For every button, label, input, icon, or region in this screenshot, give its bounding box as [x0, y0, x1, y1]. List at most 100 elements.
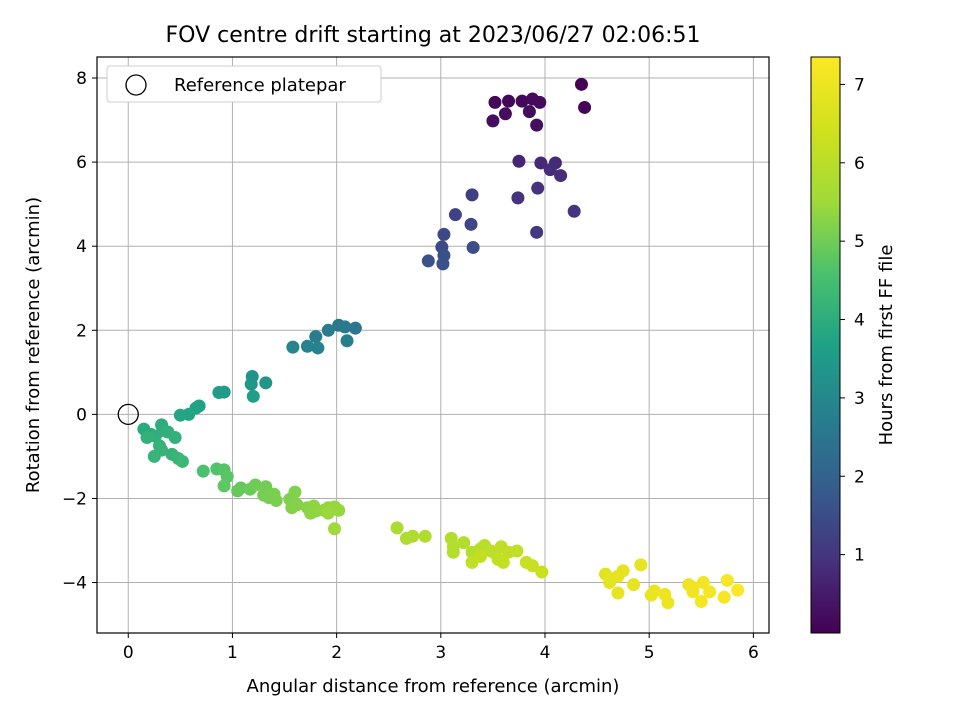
- y-tick-label: 6: [76, 153, 87, 173]
- data-point: [168, 430, 182, 444]
- data-point: [543, 163, 557, 177]
- data-point: [511, 191, 525, 205]
- data-point: [328, 522, 342, 536]
- x-tick-label: 4: [540, 643, 551, 663]
- data-point: [567, 204, 581, 218]
- data-point: [661, 596, 675, 610]
- data-point: [535, 565, 549, 579]
- data-point: [140, 430, 154, 444]
- legend: Reference platepar: [106, 65, 382, 103]
- x-tick-label: 2: [331, 643, 342, 663]
- data-point: [694, 594, 708, 608]
- data-point: [515, 94, 529, 108]
- y-tick-label: 2: [76, 321, 87, 341]
- data-point: [574, 77, 588, 91]
- data-point: [522, 105, 536, 119]
- data-point: [269, 494, 283, 508]
- data-point: [531, 181, 545, 195]
- data-point: [173, 408, 187, 422]
- data-point: [530, 118, 544, 132]
- colorbar-tick-label: 2: [854, 467, 865, 487]
- data-point: [288, 485, 302, 499]
- reference-platepar-point: [117, 403, 139, 426]
- x-tick-label: 0: [123, 643, 134, 663]
- data-point: [720, 573, 734, 587]
- colorbar: 1 2 3 4 5 6 7 Hours from first FF file: [810, 56, 897, 634]
- data-point: [286, 340, 300, 354]
- x-tick-label: 3: [435, 643, 446, 663]
- data-point: [311, 341, 325, 355]
- grid-lines: [97, 57, 769, 633]
- data-point: [246, 389, 260, 403]
- x-axis-label: Angular distance from reference (arcmin): [247, 676, 620, 697]
- data-point: [696, 576, 710, 590]
- data-point: [611, 586, 625, 600]
- data-point: [348, 321, 362, 335]
- legend-marker-open-circle: [125, 74, 147, 96]
- y-tick-label: −2: [62, 489, 87, 509]
- data-point: [390, 521, 404, 535]
- x-axis-ticks: 0 1 2 3 4 5 6: [123, 633, 759, 663]
- data-point: [686, 585, 700, 599]
- data-point: [147, 449, 161, 463]
- colorbar-gradient: [810, 56, 841, 634]
- data-point: [466, 240, 480, 254]
- colorbar-ticks: 1 2 3 4 5 6 7: [840, 75, 865, 566]
- data-point: [332, 503, 346, 517]
- x-tick-label: 5: [644, 643, 655, 663]
- colorbar-label: Hours from first FF file: [876, 245, 897, 446]
- colorbar-tick-label: 3: [854, 389, 865, 409]
- data-point: [309, 330, 323, 344]
- y-axis-ticks: −4 −2 0 2 4 6 8: [62, 69, 97, 594]
- data-point: [534, 156, 548, 170]
- colorbar-tick-label: 6: [854, 154, 865, 174]
- data-point: [525, 559, 539, 573]
- data-point: [436, 257, 450, 271]
- data-point: [647, 584, 661, 598]
- data-point: [530, 225, 544, 239]
- data-point: [175, 454, 189, 468]
- data-point: [512, 154, 526, 168]
- data-point: [196, 464, 210, 478]
- data-point: [321, 323, 335, 337]
- plot-frame: [96, 56, 770, 634]
- data-point: [448, 208, 462, 222]
- data-point: [231, 484, 245, 498]
- legend-label: Reference platepar: [174, 75, 346, 96]
- data-point: [717, 590, 731, 604]
- colorbar-tick-label: 7: [854, 75, 865, 95]
- data-points: [137, 77, 745, 610]
- data-point: [457, 536, 471, 550]
- colorbar-tick-label: 5: [854, 232, 865, 252]
- data-point: [498, 107, 512, 121]
- data-point: [421, 254, 435, 268]
- y-tick-label: 0: [76, 405, 87, 425]
- data-point: [418, 529, 432, 543]
- y-tick-label: 8: [76, 69, 87, 89]
- data-point: [338, 320, 352, 334]
- data-point: [731, 583, 745, 597]
- data-point: [217, 479, 231, 493]
- data-point: [437, 227, 451, 241]
- data-point: [446, 545, 460, 559]
- chart-title: FOV centre drift starting at 2023/06/27 …: [166, 23, 701, 48]
- data-point: [464, 217, 478, 231]
- y-tick-label: 4: [76, 237, 87, 257]
- colorbar-tick-label: 1: [854, 546, 865, 566]
- data-point: [406, 529, 420, 543]
- y-tick-label: −4: [62, 574, 87, 594]
- data-point: [212, 386, 226, 400]
- data-point: [703, 585, 717, 599]
- data-point: [486, 114, 500, 128]
- x-tick-label: 1: [227, 643, 238, 663]
- data-point: [259, 376, 273, 390]
- data-point: [488, 95, 502, 109]
- data-point: [616, 564, 630, 578]
- data-point: [502, 94, 516, 108]
- data-point: [627, 578, 641, 592]
- data-point: [465, 188, 479, 202]
- data-point: [244, 377, 258, 391]
- data-point: [248, 478, 262, 492]
- legend-box: [106, 65, 382, 103]
